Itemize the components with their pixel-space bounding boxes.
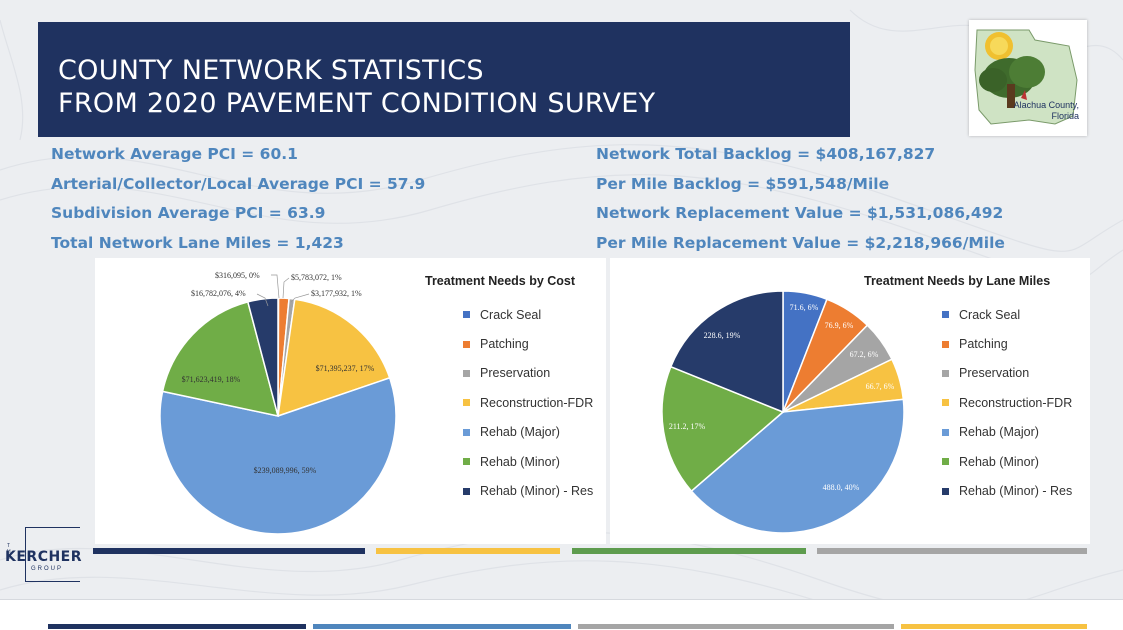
data-label-crack-seal: $316,095, 0% bbox=[215, 271, 260, 280]
legend-label: Crack Seal bbox=[480, 307, 542, 322]
legend-item-rehab-minor: Rehab (Minor) bbox=[942, 447, 1072, 476]
data-label-preservation: $3,177,932, 1% bbox=[311, 289, 362, 298]
pie-chart-lane-miles: 71.6, 6% 76.9, 6% 67.2, 6% 66.7, 6% 488.0, 4… bbox=[661, 290, 905, 534]
legend-lane-miles: Crack Seal Patching Preservation Reconstruc… bbox=[942, 300, 1072, 506]
stat-per-mile-backlog: Per Mile Backlog = $591,548/Mile bbox=[596, 174, 890, 193]
legend-swatch bbox=[463, 428, 470, 436]
chart-panel-cost: $316,095, 0% $5,783,072, 1% $3,177,932, 1%… bbox=[95, 258, 606, 544]
stat-network-average-pci: Network Average PCI = 60.1 bbox=[51, 145, 298, 163]
data-label-crack-seal: 71.6, 6% bbox=[790, 303, 819, 312]
stat-network-total-backlog: Network Total Backlog = $408,167,827 bbox=[596, 145, 936, 163]
stat-network-replacement-value: Network Replacement Value = $1,531,086,4… bbox=[596, 204, 1004, 222]
legend-swatch bbox=[942, 369, 949, 377]
stats-left: Network Average PCI = 60.1 Arterial/Coll… bbox=[51, 140, 425, 258]
legend-label: Rehab (Major) bbox=[480, 425, 560, 440]
leader-line-patching bbox=[282, 277, 290, 299]
legend-label: Preservation bbox=[480, 366, 551, 381]
pie-slice-rehab-major bbox=[159, 376, 397, 535]
title-line-1: COUNTY NETWORK STATISTICS bbox=[58, 55, 484, 86]
legend-item-reconstruction-fdr: Reconstruction-FDR bbox=[942, 388, 1072, 417]
legend-swatch bbox=[942, 458, 949, 466]
data-label-rehab-minor-res: 228.6, 19% bbox=[704, 331, 741, 340]
accent-bar-green bbox=[572, 548, 806, 554]
legend-label: Rehab (Minor) bbox=[959, 454, 1039, 469]
data-label-patching: $5,783,072, 1% bbox=[291, 273, 342, 282]
legend-item-preservation: Preservation bbox=[463, 359, 593, 388]
accent-bar-navy bbox=[93, 548, 365, 554]
legend-label: Rehab (Minor) bbox=[480, 454, 560, 469]
pie-slice-rehab-major bbox=[690, 398, 905, 534]
kercher-group-logo: T H E KERCHER GROUP bbox=[3, 527, 82, 583]
footer-bar-gray bbox=[578, 624, 894, 629]
data-label-patching: 76.9, 6% bbox=[825, 321, 854, 330]
legend-item-rehab-major: Rehab (Major) bbox=[463, 418, 593, 447]
pie-slice-rehab-minor-res bbox=[669, 290, 784, 414]
legend-label: Patching bbox=[959, 337, 1008, 352]
legend-label: Reconstruction-FDR bbox=[959, 395, 1073, 410]
footer-bar-yellow bbox=[901, 624, 1087, 629]
pie-slice-rehab-minor-res bbox=[246, 297, 279, 417]
legend-item-crack-seal: Crack Seal bbox=[463, 300, 593, 329]
legend-swatch bbox=[463, 458, 470, 466]
legend-swatch bbox=[942, 487, 949, 495]
legend-swatch bbox=[942, 340, 949, 348]
accent-bar-yellow bbox=[376, 548, 560, 554]
legend-swatch bbox=[463, 487, 470, 495]
legend-item-rehab-minor-res: Rehab (Minor) - Res bbox=[463, 476, 593, 505]
pie-chart-cost: $316,095, 0% $5,783,072, 1% $3,177,932, 1%… bbox=[159, 271, 397, 535]
legend-item-patching: Patching bbox=[942, 329, 1072, 358]
chart-panel-lane-miles: 71.6, 6% 76.9, 6% 67.2, 6% 66.7, 6% 488.0, 4… bbox=[610, 258, 1090, 544]
legend-label: Preservation bbox=[959, 366, 1030, 381]
legend-item-rehab-minor: Rehab (Minor) bbox=[463, 447, 593, 476]
stats-right: Network Total Backlog = $408,167,827 Per… bbox=[596, 140, 1005, 258]
legend-swatch bbox=[463, 311, 470, 319]
data-label-rehab-major: $239,089,996, 59% bbox=[254, 466, 317, 475]
legend-swatch bbox=[463, 399, 470, 407]
legend-item-reconstruction-fdr: Reconstruction-FDR bbox=[463, 388, 593, 417]
data-label-rehab-minor-res: $16,782,076, 4% bbox=[191, 289, 246, 298]
legend-label: Rehab (Major) bbox=[959, 425, 1039, 440]
data-label-reconstruction-fdr: $71,395,237, 17% bbox=[316, 364, 375, 373]
legend-item-rehab-major: Rehab (Major) bbox=[942, 418, 1072, 447]
legend-swatch bbox=[942, 428, 949, 436]
leader-line-preservation bbox=[290, 293, 310, 303]
footer-bar-navy bbox=[48, 624, 306, 629]
logo-caption: Alachua County, Florida bbox=[1013, 100, 1079, 121]
title-banner: COUNTY NETWORK STATISTICS FROM 2020 PAVE… bbox=[38, 22, 850, 137]
pie-slice-rehab-minor bbox=[161, 300, 280, 417]
data-label-reconstruction-fdr: 66.7, 6% bbox=[866, 382, 895, 391]
footer-bar-blue bbox=[313, 624, 571, 629]
legend-item-rehab-minor-res: Rehab (Minor) - Res bbox=[942, 476, 1072, 505]
pie-slice-rehab-minor bbox=[661, 365, 785, 493]
legend-label: Crack Seal bbox=[959, 307, 1021, 322]
legend-item-preservation: Preservation bbox=[942, 359, 1072, 388]
stat-arterial-average-pci: Arterial/Collector/Local Average PCI = 5… bbox=[51, 174, 426, 193]
chart-title-lane-miles: Treatment Needs by Lane Miles bbox=[864, 274, 1051, 288]
leader-line-crack-seal bbox=[271, 274, 280, 299]
legend-item-crack-seal: Crack Seal bbox=[942, 300, 1072, 329]
legend-swatch bbox=[463, 340, 470, 348]
title-line-2: FROM 2020 PAVEMENT CONDITION SURVEY bbox=[58, 88, 656, 119]
legend-swatch bbox=[942, 399, 949, 407]
legend-label: Rehab (Minor) - Res bbox=[959, 484, 1073, 499]
stat-subdivision-average-pci: Subdivision Average PCI = 63.9 bbox=[51, 204, 326, 222]
data-label-rehab-minor: $71,623,419, 18% bbox=[182, 375, 241, 384]
alachua-county-logo: Alachua County, Florida bbox=[969, 20, 1087, 136]
legend-cost: Crack Seal Patching Preservation Reconstruc… bbox=[463, 300, 593, 506]
legend-label: Patching bbox=[480, 337, 529, 352]
legend-label: Rehab (Minor) - Res bbox=[480, 484, 594, 499]
data-label-rehab-minor: 211.2, 17% bbox=[669, 422, 706, 431]
chart-title-cost: Treatment Needs by Cost bbox=[425, 274, 576, 288]
data-label-rehab-major: 488.0, 40% bbox=[823, 483, 860, 492]
legend-swatch bbox=[463, 369, 470, 377]
legend-item-patching: Patching bbox=[463, 329, 593, 358]
legend-swatch bbox=[942, 311, 949, 319]
accent-bar-gray bbox=[817, 548, 1087, 554]
data-label-preservation: 67.2, 6% bbox=[850, 350, 879, 359]
leader-line-rehab-minor-res bbox=[256, 293, 269, 307]
county-map-tree-icon bbox=[974, 29, 1078, 125]
legend-label: Reconstruction-FDR bbox=[480, 395, 594, 410]
stat-per-mile-replacement-value: Per Mile Replacement Value = $2,218,966/… bbox=[596, 233, 1005, 252]
stat-total-lane-miles: Total Network Lane Miles = 1,423 bbox=[51, 233, 344, 252]
